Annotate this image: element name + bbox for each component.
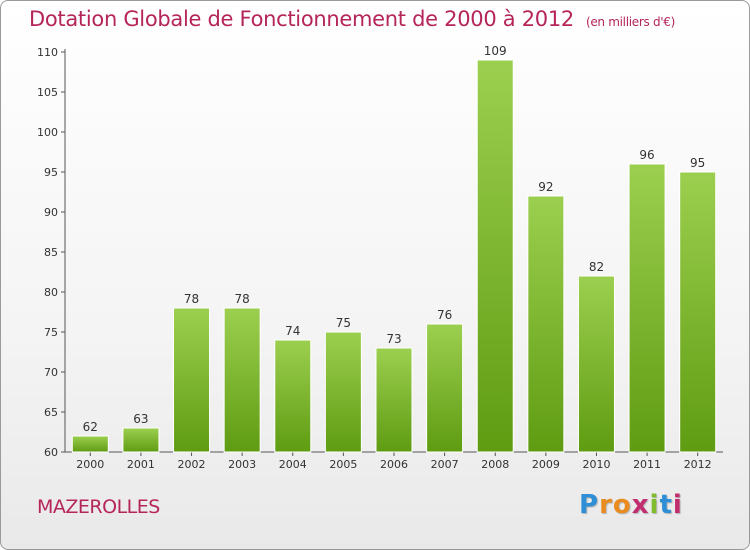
- chart-title: Dotation Globale de Fonctionnement de 20…: [29, 7, 675, 31]
- y-tick-label: 110: [37, 46, 58, 59]
- y-tick-label: 100: [37, 126, 58, 139]
- bar: [173, 307, 211, 453]
- bar-value-label: 95: [690, 156, 705, 170]
- x-tick-label: 2011: [633, 458, 661, 471]
- chart-axes: 60 65 70 75 80 85 90 95 100 105 110: [37, 46, 723, 459]
- x-tick-label: 2006: [380, 458, 408, 471]
- bar: [122, 427, 160, 453]
- x-tick-label: 2010: [582, 458, 610, 471]
- commune-name: MAZEROLLES: [37, 496, 160, 518]
- logo-letter: t: [659, 490, 673, 520]
- logo-letter: o: [612, 490, 632, 520]
- bar-value-label: 92: [538, 180, 553, 194]
- y-tick-label: 75: [44, 326, 58, 339]
- y-tick-label: 105: [37, 86, 58, 99]
- x-tick-label: 2003: [228, 458, 256, 471]
- logo-letter: i: [649, 490, 660, 520]
- bar: [426, 323, 464, 453]
- bar-value-label: 82: [589, 260, 604, 274]
- bar: [679, 171, 717, 453]
- x-tick-label: 2002: [178, 458, 206, 471]
- logo-letter: i: [672, 490, 683, 520]
- bar: [577, 275, 615, 453]
- x-tick-label: 2008: [481, 458, 509, 471]
- bar-value-label: 63: [133, 412, 148, 426]
- bar-value-label: 73: [386, 332, 401, 346]
- x-tick-label: 2001: [127, 458, 155, 471]
- x-tick-label: 2004: [279, 458, 307, 471]
- bar: [223, 307, 261, 453]
- bar: [274, 339, 312, 453]
- bar: [527, 195, 565, 453]
- bar: [324, 331, 362, 453]
- bar-value-label: 76: [437, 308, 452, 322]
- bar-value-label: 62: [83, 420, 98, 434]
- bar: [71, 435, 109, 453]
- y-tick-label: 85: [44, 246, 58, 259]
- bar: [476, 59, 514, 453]
- chart-title-text: Dotation Globale de Fonctionnement de 20…: [29, 7, 574, 31]
- y-tick-label: 70: [44, 366, 58, 379]
- bar-value-label: 78: [235, 292, 250, 306]
- x-tick-label: 2000: [76, 458, 104, 471]
- logo-letter: r: [599, 490, 613, 520]
- x-tick-label: 2012: [684, 458, 712, 471]
- y-tick-label: 60: [44, 446, 58, 459]
- chart-labels: 62 2000 63 2001 78 2002 78 2003 74 2004 75 2005 73 20…: [76, 44, 711, 471]
- logo-letter: x: [631, 490, 650, 520]
- bar-value-label: 75: [336, 316, 351, 330]
- y-tick-label: 65: [44, 406, 58, 419]
- x-tick-label: 2005: [329, 458, 357, 471]
- bar: [628, 163, 666, 453]
- proxiti-logo: Proxiti: [579, 490, 683, 520]
- logo-letter: P: [579, 490, 600, 520]
- x-tick-label: 2009: [532, 458, 560, 471]
- bar-value-label: 109: [484, 44, 507, 58]
- bar-value-label: 96: [639, 148, 654, 162]
- bar-value-label: 78: [184, 292, 199, 306]
- chart-subtitle: (en milliers d'€): [585, 15, 675, 29]
- y-tick-label: 90: [44, 206, 58, 219]
- chart-bars: [71, 59, 717, 453]
- bar-value-label: 74: [285, 324, 300, 338]
- y-tick-label: 95: [44, 166, 58, 179]
- y-tick-label: 80: [44, 286, 58, 299]
- x-tick-label: 2007: [431, 458, 459, 471]
- bar: [375, 347, 413, 453]
